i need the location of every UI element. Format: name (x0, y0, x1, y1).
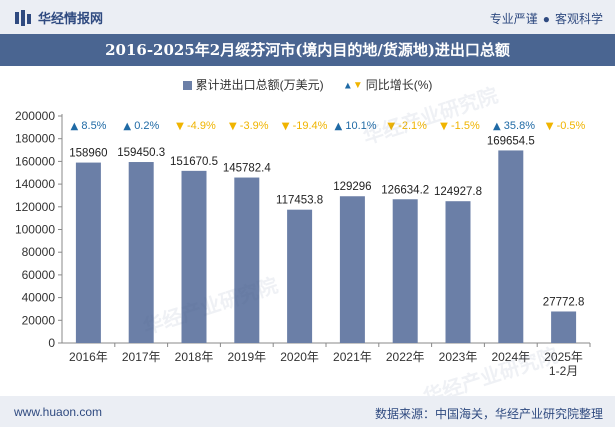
slogan-left: 专业严谨 (489, 12, 538, 26)
growth-label: -2.1% (398, 120, 427, 132)
x-tick-label: 2024年 (491, 350, 530, 364)
bar (339, 196, 365, 343)
triangle-up-icon: ▲ (342, 80, 353, 92)
y-tick-label: 160000 (15, 154, 55, 168)
x-tick-label: 2018年 (175, 350, 214, 364)
slogan-separator: ● (542, 12, 550, 26)
legend-bar-swatch (182, 81, 192, 91)
growth-label: -19.4% (293, 120, 328, 132)
growth-down-icon: ▼ (546, 121, 554, 132)
growth-down-icon: ▼ (282, 121, 290, 132)
bar (498, 150, 524, 343)
y-tick-label: 140000 (15, 177, 55, 191)
bar-value-label: 129296 (333, 181, 371, 193)
logo-icon (15, 9, 31, 26)
chart-legend: 累计进出口总额(万美元) ▲▼ 同比增长(%) (0, 76, 615, 93)
bar-value-label: 117453.8 (276, 195, 323, 207)
top-banner: 华经情报网 专业严谨 ● 客观科学 (0, 0, 615, 34)
y-tick-label: 20000 (22, 313, 56, 327)
legend-item-growth: ▲▼ 同比增长(%) (343, 78, 432, 92)
legend-growth-label: 同比增长(%) (365, 78, 433, 92)
y-tick-label: 80000 (22, 245, 56, 259)
slogan: 专业严谨 ● 客观科学 (490, 10, 603, 27)
growth-label: 8.5% (81, 120, 106, 132)
growth-label: -0.5% (557, 120, 586, 132)
bar-value-label: 159450.3 (117, 147, 165, 159)
y-tick-label: 120000 (15, 200, 55, 214)
growth-up-icon: ▲ (71, 121, 79, 132)
bar (234, 177, 260, 343)
bar (445, 201, 471, 343)
growth-up-icon: ▲ (123, 121, 131, 132)
y-tick-label: 100000 (15, 223, 55, 237)
bar (75, 162, 101, 343)
growth-label: -3.9% (240, 120, 269, 132)
growth-down-icon: ▼ (387, 121, 395, 132)
title-bar: 2016-2025年2月绥芬河市(境内目的地/货源地)进出口总额 (0, 34, 615, 66)
brand: 华经情报网 (14, 8, 103, 27)
x-tick-label: 2017年 (122, 350, 161, 364)
legend-bar-label: 累计进出口总额(万美元) (195, 78, 324, 92)
growth-up-icon: ▲ (335, 121, 343, 132)
x-tick-label: 2023年 (439, 350, 478, 364)
website-link[interactable]: www.huaon.com (14, 405, 103, 419)
growth-label: 10.1% (345, 120, 376, 132)
bar-chart: 0 20000 40000 60000 80000 100000 120000 140000 1… (15, 109, 591, 378)
x-tick-label: 2022年 (386, 350, 425, 364)
bar (181, 170, 207, 343)
y-tick-label: 40000 (22, 291, 56, 305)
y-tick-label: 180000 (15, 132, 55, 146)
y-tick-label: 60000 (22, 268, 56, 282)
x-tick-label: 2019年 (227, 350, 266, 364)
x-tick-label: 1-2月 (549, 364, 578, 378)
growth-down-icon: ▼ (440, 121, 448, 132)
bar (287, 209, 313, 343)
growth-down-icon: ▼ (229, 121, 237, 132)
bar-value-label: 126634.2 (381, 184, 429, 196)
legend-item-total: 累计进出口总额(万美元) (182, 78, 327, 92)
footer-bar: www.huaon.com 数据来源：中国海关，华经产业研究院整理 (0, 396, 615, 427)
bar-value-label: 27772.8 (543, 296, 585, 308)
growth-label: -1.5% (451, 120, 480, 132)
bar (551, 311, 577, 343)
bar (128, 162, 154, 343)
slogan-right: 客观科学 (554, 12, 603, 26)
bar-value-label: 151670.5 (170, 156, 218, 168)
growth-label: 0.2% (134, 120, 159, 132)
bar-value-label: 124927.8 (434, 186, 482, 198)
data-source: 数据来源：中国海关，华经产业研究院整理 (374, 407, 603, 421)
x-tick-label: 2020年 (280, 350, 319, 364)
bar-value-label: 145782.4 (223, 163, 272, 175)
growth-up-icon: ▲ (493, 121, 501, 132)
y-tick-label: 200000 (15, 109, 55, 123)
x-tick-label: 2025年 (544, 350, 583, 364)
growth-label: -4.9% (187, 120, 216, 132)
y-tick-label: 0 (48, 336, 55, 350)
triangle-down-icon: ▼ (352, 80, 363, 92)
x-tick-label: 2021年 (333, 350, 372, 364)
chart-title: 2016-2025年2月绥芬河市(境内目的地/货源地)进出口总额 (105, 41, 510, 59)
x-tick-label: 2016年 (69, 350, 108, 364)
growth-label: 35.8% (504, 120, 535, 132)
bar-value-label: 169654.5 (487, 135, 535, 147)
growth-down-icon: ▼ (176, 121, 184, 132)
bar (392, 199, 418, 343)
bar-value-label: 158960 (69, 148, 107, 160)
brand-name: 华经情报网 (38, 11, 104, 26)
